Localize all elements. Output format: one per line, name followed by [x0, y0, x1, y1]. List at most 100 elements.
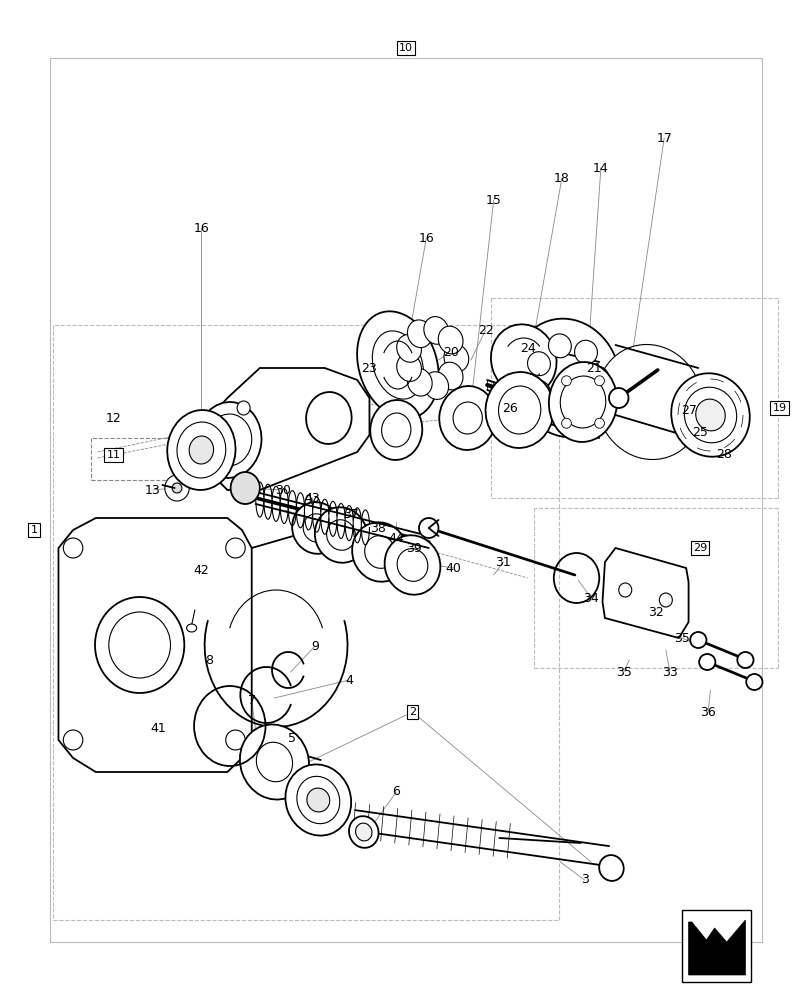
Ellipse shape	[285, 764, 351, 836]
Ellipse shape	[618, 583, 631, 597]
Ellipse shape	[689, 632, 706, 648]
Text: 14: 14	[592, 162, 608, 175]
Text: 37: 37	[342, 508, 358, 522]
Ellipse shape	[165, 475, 189, 501]
Ellipse shape	[349, 816, 378, 848]
Text: 18: 18	[553, 172, 569, 185]
Text: 4: 4	[345, 674, 353, 686]
Text: 44: 44	[388, 532, 404, 544]
Ellipse shape	[595, 344, 702, 460]
Ellipse shape	[548, 362, 616, 442]
Text: 38: 38	[369, 522, 385, 534]
Text: 2: 2	[409, 707, 415, 717]
Ellipse shape	[352, 522, 407, 582]
Text: 35: 35	[615, 666, 631, 678]
Ellipse shape	[206, 414, 251, 466]
Ellipse shape	[574, 392, 597, 416]
Text: 6: 6	[392, 785, 400, 798]
Ellipse shape	[527, 352, 550, 376]
Ellipse shape	[745, 674, 762, 690]
Ellipse shape	[498, 386, 540, 434]
Ellipse shape	[547, 334, 571, 358]
Text: 25: 25	[691, 426, 707, 438]
Ellipse shape	[239, 724, 309, 800]
Ellipse shape	[172, 483, 182, 493]
Ellipse shape	[357, 311, 438, 419]
Ellipse shape	[384, 535, 440, 595]
Ellipse shape	[671, 373, 749, 457]
Text: 16: 16	[193, 222, 209, 234]
Text: 24: 24	[519, 342, 535, 355]
Ellipse shape	[237, 401, 250, 415]
Ellipse shape	[547, 398, 571, 422]
Ellipse shape	[444, 344, 468, 372]
Text: 40: 40	[444, 562, 461, 574]
Bar	[681, 910, 750, 982]
Text: 32: 32	[647, 605, 663, 618]
Ellipse shape	[439, 386, 496, 450]
Text: 22: 22	[477, 324, 493, 336]
Ellipse shape	[292, 502, 341, 554]
Ellipse shape	[423, 317, 448, 344]
Text: 34: 34	[582, 591, 599, 604]
Text: 10: 10	[398, 43, 413, 53]
Ellipse shape	[698, 654, 714, 670]
Ellipse shape	[315, 507, 367, 563]
Text: 27: 27	[680, 403, 696, 416]
Ellipse shape	[513, 319, 620, 437]
Ellipse shape	[187, 624, 196, 632]
Text: 1: 1	[31, 525, 37, 535]
Ellipse shape	[561, 376, 571, 386]
Ellipse shape	[303, 514, 330, 542]
Ellipse shape	[527, 380, 550, 404]
Text: 30: 30	[274, 484, 290, 496]
Ellipse shape	[196, 402, 261, 478]
Ellipse shape	[63, 730, 83, 750]
Text: 35: 35	[673, 632, 689, 645]
Ellipse shape	[326, 520, 355, 550]
Text: 16: 16	[418, 232, 434, 244]
Ellipse shape	[109, 612, 170, 678]
Ellipse shape	[225, 730, 245, 750]
Ellipse shape	[736, 652, 753, 668]
Ellipse shape	[453, 402, 482, 434]
Text: 31: 31	[495, 556, 511, 568]
Text: 20: 20	[442, 346, 458, 359]
Text: 42: 42	[193, 564, 209, 576]
Ellipse shape	[659, 593, 672, 607]
Ellipse shape	[485, 372, 553, 448]
Ellipse shape	[438, 326, 462, 354]
Ellipse shape	[594, 376, 603, 386]
Text: 11: 11	[106, 450, 121, 460]
Polygon shape	[207, 368, 369, 490]
Ellipse shape	[423, 372, 448, 399]
Ellipse shape	[608, 388, 628, 408]
Ellipse shape	[695, 399, 724, 431]
Ellipse shape	[230, 472, 260, 504]
Ellipse shape	[438, 362, 462, 390]
Ellipse shape	[397, 335, 421, 362]
Text: 28: 28	[715, 448, 732, 462]
Text: 21: 21	[586, 361, 602, 374]
Text: 17: 17	[655, 132, 672, 145]
Text: 29: 29	[692, 543, 706, 553]
Ellipse shape	[574, 340, 597, 364]
Ellipse shape	[306, 392, 351, 444]
Ellipse shape	[561, 418, 571, 428]
Text: 43: 43	[304, 491, 320, 504]
Ellipse shape	[397, 354, 421, 381]
Ellipse shape	[372, 331, 423, 399]
Polygon shape	[58, 518, 251, 772]
Text: 13: 13	[144, 484, 161, 496]
Ellipse shape	[225, 538, 245, 558]
Ellipse shape	[407, 368, 431, 396]
Ellipse shape	[397, 549, 427, 581]
Text: 36: 36	[699, 706, 715, 718]
Ellipse shape	[297, 776, 339, 824]
Ellipse shape	[355, 823, 371, 841]
Polygon shape	[602, 548, 688, 638]
Text: 9: 9	[311, 640, 319, 652]
Ellipse shape	[491, 324, 556, 396]
Ellipse shape	[599, 855, 623, 881]
Text: 23: 23	[361, 361, 377, 374]
